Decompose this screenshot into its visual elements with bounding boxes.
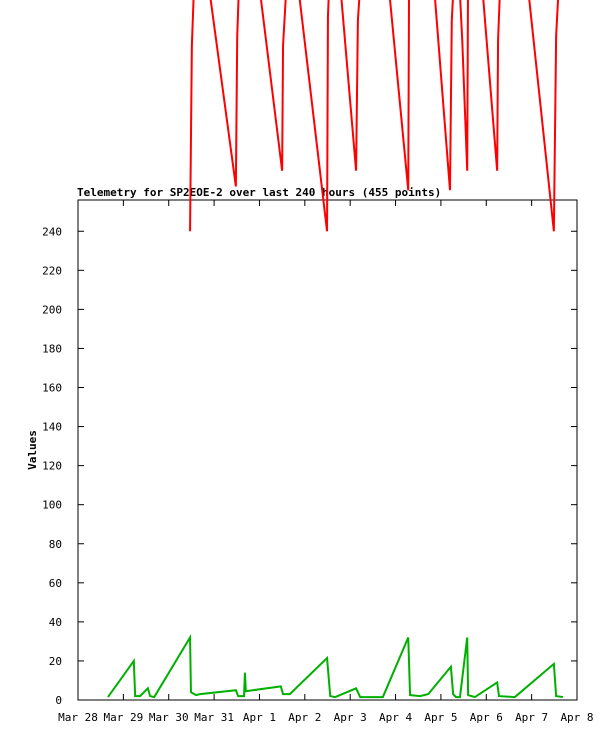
y-tick-label: 240 xyxy=(42,225,62,238)
x-tick-label: Apr 6 xyxy=(470,711,503,724)
y-tick-label: 220 xyxy=(42,264,62,277)
y-tick-label: 200 xyxy=(42,303,62,316)
y-axis-label: Values xyxy=(26,430,39,470)
y-tick-label: 80 xyxy=(49,538,62,551)
y-tick-label: 160 xyxy=(42,382,62,395)
x-tick-label: Mar 31 xyxy=(194,711,234,724)
x-tick-label: Apr 4 xyxy=(379,711,412,724)
y-tick-label: 40 xyxy=(49,616,62,629)
x-tick-label: Apr 8 xyxy=(560,711,593,724)
x-tick-label: Mar 29 xyxy=(103,711,143,724)
x-tick-label: Mar 28 xyxy=(58,711,98,724)
x-tick-label: Apr 2 xyxy=(288,711,321,724)
plot-frame xyxy=(77,199,578,701)
y-tick-label: 60 xyxy=(49,577,62,590)
y-tick-label: 0 xyxy=(55,694,62,707)
x-tick-label: Apr 1 xyxy=(243,711,276,724)
series-line xyxy=(189,0,560,232)
x-tick-label: Apr 5 xyxy=(424,711,457,724)
x-tick-label: Apr 3 xyxy=(334,711,367,724)
x-tick-label: Mar 30 xyxy=(149,711,189,724)
x-tick-label: Apr 7 xyxy=(515,711,548,724)
y-tick-label: 180 xyxy=(42,342,62,355)
y-tick-label: 120 xyxy=(42,460,62,473)
y-tick-label: 140 xyxy=(42,421,62,434)
series-line xyxy=(107,633,564,699)
y-tick-label: 20 xyxy=(49,655,62,668)
chart-title: Telemetry for SP2EOE-2 over last 240 hou… xyxy=(77,186,441,199)
y-tick-label: 100 xyxy=(42,499,62,512)
